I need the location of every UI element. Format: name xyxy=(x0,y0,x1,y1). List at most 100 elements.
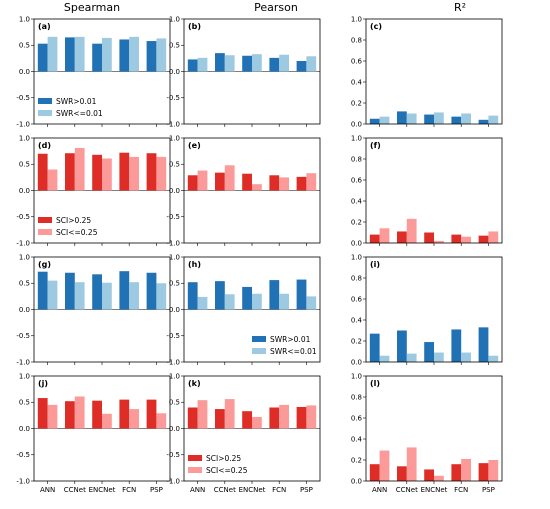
bar xyxy=(461,352,471,362)
bar xyxy=(488,460,499,481)
panel-i: 0.0 0.2 0.4 0.6 0.8 1.0 (i) xyxy=(351,253,503,366)
y-tick-label: 0.5 xyxy=(169,280,180,288)
bar xyxy=(224,55,235,72)
bar xyxy=(102,37,112,72)
y-tick-label: 0.4 xyxy=(351,78,363,86)
y-tick-label: 0.4 xyxy=(351,197,363,205)
panel-label: (h) xyxy=(188,260,201,269)
x-tick-label: PSP xyxy=(150,486,163,494)
panel-g: -1.0 -0.5 0.0 0.5 1.0 (g) xyxy=(16,253,171,366)
y-tick-label: 1.0 xyxy=(19,134,30,142)
bar xyxy=(451,329,462,362)
x-tick-label: PSP xyxy=(482,486,495,494)
bar xyxy=(488,115,499,124)
bar xyxy=(279,177,289,191)
bar xyxy=(92,43,102,72)
bar xyxy=(197,57,208,72)
bar xyxy=(119,271,130,310)
bar xyxy=(451,234,462,243)
y-tick-label: -0.5 xyxy=(166,94,180,102)
bar xyxy=(379,355,390,362)
y-tick-label: 0.8 xyxy=(351,36,362,44)
y-tick-label: 0.0 xyxy=(19,425,30,433)
y-tick-label: 0.0 xyxy=(351,358,362,366)
y-tick-label: -0.5 xyxy=(16,451,30,459)
bar xyxy=(65,401,75,429)
legend-label: SWR>0.01 xyxy=(56,97,97,106)
bar xyxy=(129,282,139,310)
legend-swatch xyxy=(188,467,202,473)
bar xyxy=(119,399,130,429)
x-tick-label: ANN xyxy=(372,486,387,494)
x-tick-label: ENCNet xyxy=(421,486,448,494)
bar xyxy=(224,294,235,310)
bar xyxy=(269,280,280,310)
bar xyxy=(146,153,157,191)
y-tick-label: 0.0 xyxy=(169,306,180,314)
y-tick-label: 0.5 xyxy=(19,280,30,288)
x-tick-label: CCNet xyxy=(396,486,418,494)
y-tick-label: 0.8 xyxy=(351,155,362,163)
bar xyxy=(197,296,208,310)
y-tick-label: 0.2 xyxy=(351,99,362,107)
bar xyxy=(279,54,289,72)
bar xyxy=(37,271,48,310)
bar xyxy=(306,296,317,310)
legend-label: SWR<=0.01 xyxy=(270,347,317,356)
y-tick-label: 0.0 xyxy=(169,425,180,433)
y-tick-label: 0.2 xyxy=(351,456,362,464)
panel-label: (f) xyxy=(370,141,381,150)
bar xyxy=(488,231,499,243)
y-tick-label: 0.6 xyxy=(351,295,363,303)
y-tick-label: 0.0 xyxy=(19,306,30,314)
y-tick-label: -1.0 xyxy=(166,358,180,366)
legend-label: SCI>0.25 xyxy=(56,216,91,225)
bar xyxy=(74,282,85,310)
bar xyxy=(215,409,225,429)
bar xyxy=(74,396,85,429)
panel-a: -1.0 -0.5 0.0 0.5 1.0 (a) SWR>0.01 SWR<=0.01 xyxy=(16,15,171,128)
bar xyxy=(478,463,489,481)
bar xyxy=(252,54,262,72)
bar xyxy=(102,158,112,191)
bar xyxy=(242,173,252,191)
bar xyxy=(102,282,112,310)
bar xyxy=(187,282,198,310)
bar xyxy=(129,156,139,191)
y-tick-label: 0.8 xyxy=(351,393,362,401)
y-tick-label: -0.5 xyxy=(16,94,30,102)
bar xyxy=(397,466,407,481)
y-tick-label: 0.0 xyxy=(19,187,30,195)
bar xyxy=(156,283,167,310)
y-tick-label: 1.0 xyxy=(351,253,362,261)
bar xyxy=(197,170,208,191)
bar xyxy=(478,235,489,243)
bar xyxy=(397,330,407,362)
column-title-r2: R² xyxy=(454,1,466,14)
panel-label: (k) xyxy=(188,379,201,388)
bar xyxy=(406,218,417,243)
panel-l: 0.0 0.2 0.4 0.6 0.8 1.0 ANN CCNet ENCNet FCN PSP (l… xyxy=(351,372,503,494)
x-tick-label: FCN xyxy=(122,486,136,494)
panel-d: -1.0 -0.5 0.0 0.5 1.0 (d) SCI>0.25 SCI<=0.25 xyxy=(16,134,171,247)
bar xyxy=(279,293,289,310)
y-tick-label: -0.5 xyxy=(16,332,30,340)
column-title-pearson: Pearson xyxy=(254,1,298,14)
panel-label: (b) xyxy=(188,22,201,31)
bar xyxy=(406,353,417,362)
y-tick-label: 0.5 xyxy=(169,161,180,169)
y-tick-label: 0.5 xyxy=(19,42,30,50)
bar xyxy=(92,274,102,310)
bar xyxy=(279,404,289,429)
bar xyxy=(369,333,380,362)
bar xyxy=(461,236,471,243)
y-tick-label: 0.8 xyxy=(351,274,362,282)
y-tick-label: 0.0 xyxy=(351,477,362,485)
axes-frame xyxy=(365,137,503,244)
panel-b: -1.0 -0.5 0.0 0.5 1.0 (b) xyxy=(166,15,321,128)
panel-h: -1.0 -0.5 0.0 0.5 1.0 (h) SWR>0.01 SWR<=0.01 xyxy=(166,253,321,366)
bar xyxy=(224,165,235,191)
y-tick-label: -1.0 xyxy=(16,239,30,247)
x-tick-label: ANN xyxy=(40,486,55,494)
